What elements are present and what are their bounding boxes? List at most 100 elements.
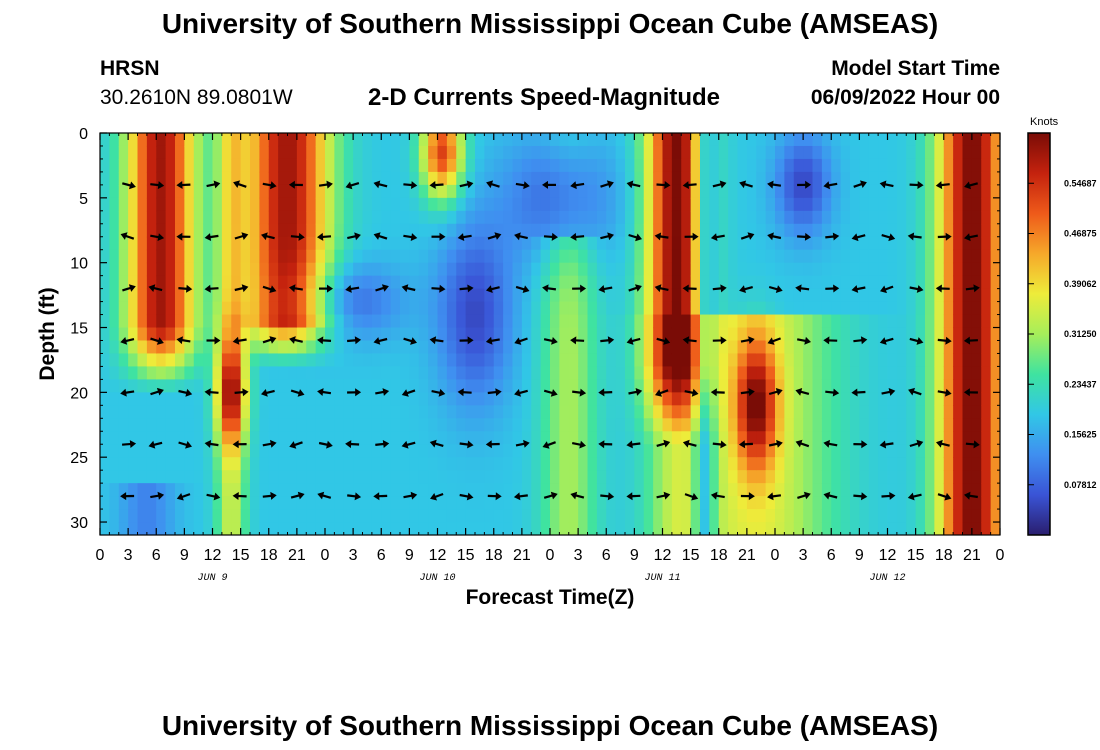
heat-cell [925,405,935,419]
heat-cell [446,262,457,277]
heat-cell [625,366,635,380]
heat-cell [334,223,345,238]
heat-cell [671,353,682,368]
heat-cell [315,133,326,147]
heat-cell [325,353,335,368]
heat-cell [409,418,420,432]
heat-cell [475,366,485,380]
heat-cell [953,431,964,445]
heat-cell [128,314,139,329]
heat-cell [775,275,785,290]
heat-cell [503,392,514,406]
heat-cell [193,444,204,458]
heat-cell [268,405,279,419]
heat-cell [381,145,392,160]
heat-cell [681,418,692,432]
heat-cell [803,496,814,510]
heat-cell [146,444,157,458]
heat-cell [475,496,485,510]
heat-cell [915,405,926,419]
heat-cell [184,275,195,290]
heat-cell [850,405,860,419]
heat-cell [165,405,176,419]
heat-cell [493,236,504,251]
heat-cell [296,210,307,225]
heat-cell [709,340,720,355]
heat-cell [803,457,814,471]
heat-cell [681,392,692,406]
heat-cell [240,133,251,147]
heat-cell [137,197,148,212]
heat-cell [231,171,242,186]
current-vector-arrow [542,284,557,293]
heat-cell [437,340,448,355]
heat-cell [343,275,354,290]
heat-cell [193,340,204,355]
heat-cell [418,288,429,303]
heat-cell [840,197,851,212]
heat-cell [231,444,242,458]
heat-cell [353,236,364,251]
heat-cell [109,249,120,264]
heat-cell [306,470,317,484]
heat-cell [231,353,242,368]
heat-cell [400,223,410,238]
heat-cell [240,379,251,393]
heat-cell [250,340,260,355]
current-vector-arrow [823,181,838,190]
heat-cell [737,340,748,355]
heat-cell [165,509,176,523]
heat-cell [662,470,673,484]
heat-cell [165,184,176,199]
heat-cell [906,366,917,380]
heat-cell [221,249,232,264]
heat-cell [371,262,382,277]
heat-cell [728,262,739,277]
heat-cell [568,327,579,342]
heat-cell [559,223,570,238]
heat-cell [746,236,757,251]
heat-cell [540,314,551,329]
heat-cell [521,522,532,535]
heat-cell [868,171,879,186]
page-title: University of Southern Mississippi Ocean… [161,8,939,39]
heat-cell [493,431,504,445]
heat-cell [943,262,954,277]
heat-cell [184,133,195,147]
heat-cell [953,301,964,316]
heat-cell [709,366,720,380]
heat-cell [184,184,195,199]
heat-cell [896,470,907,484]
current-vector-arrow [795,439,810,448]
heat-cell [362,483,373,497]
heat-cell [690,392,701,406]
heat-cell [409,184,420,199]
heat-cell [306,509,317,523]
heat-cell [925,353,935,368]
current-vector-arrow [600,232,614,241]
heat-cell [737,483,748,497]
heat-cell [278,262,289,277]
heat-cell [465,353,476,368]
heat-cell [268,301,279,316]
heat-cell [587,327,598,342]
heat-cell [868,314,879,329]
heat-cell [250,288,260,303]
heat-cell [896,249,907,264]
heat-cell [756,522,767,535]
heat-cell [325,171,335,186]
heat-cell [896,171,907,186]
heat-cell [446,418,457,432]
heat-cell [371,392,382,406]
heat-cell [775,262,785,277]
heat-cell [887,392,898,406]
heat-cell [156,210,167,225]
heat-cell [700,288,710,303]
heat-cell [512,262,523,277]
heat-cell [756,405,767,419]
current-vector-arrow [628,284,642,292]
heat-cell [765,133,776,147]
heat-cell [428,522,439,535]
x-tick-label: 6 [827,547,836,564]
heat-cell [456,158,467,173]
